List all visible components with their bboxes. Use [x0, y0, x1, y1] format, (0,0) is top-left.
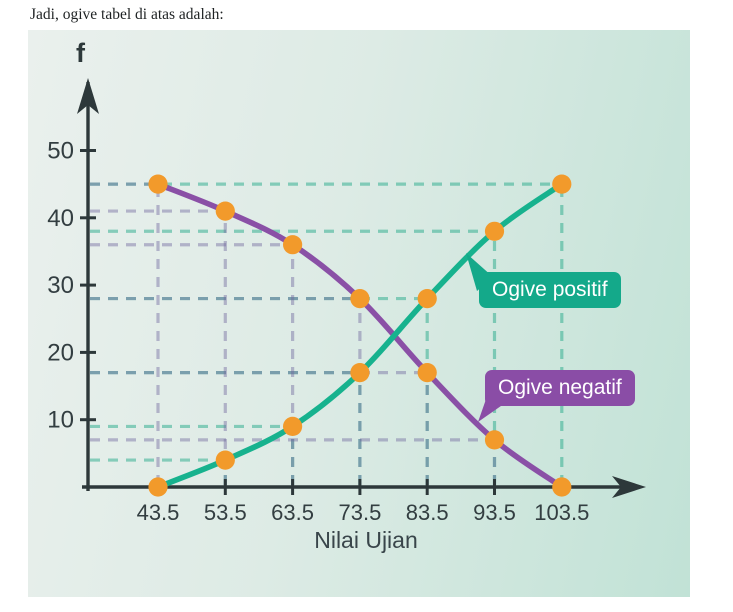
data-point — [484, 221, 505, 241]
ogive-negatif-label-text: Ogive negatif — [498, 376, 622, 399]
data-point — [283, 235, 303, 255]
x-tick-label: 93.5 — [473, 500, 516, 525]
data-point — [148, 477, 168, 497]
ogive-negatif-label-tail — [478, 385, 511, 422]
data-point — [148, 174, 168, 194]
caption-text: Jadi, ogive tabel di atas adalah: — [30, 6, 224, 23]
ogive-positif-label: Ogive positif — [466, 253, 621, 308]
data-point — [215, 450, 235, 470]
data-point — [283, 416, 303, 436]
ogive-negatif-label: Ogive negatif — [478, 370, 635, 422]
ogive-chart: 10 20 30 40 50 43.5 53.5 63.5 73.5 83.5 93.5 103.5 — [47, 78, 646, 525]
data-point — [350, 289, 370, 309]
data-point — [417, 289, 437, 309]
data-point — [417, 363, 437, 383]
y-tick-label: 30 — [47, 272, 74, 299]
x-tick-label: 63.5 — [271, 500, 314, 525]
data-point — [552, 477, 572, 497]
y-axis-arrow — [77, 78, 99, 114]
y-axis-title: f — [76, 38, 85, 68]
ogive-positif-label-text: Ogive positif — [492, 278, 608, 301]
data-point — [484, 430, 505, 450]
y-tick-label: 10 — [47, 407, 74, 434]
data-point — [350, 363, 370, 383]
x-tick-label: 73.5 — [338, 500, 381, 525]
y-tick-label: 20 — [47, 339, 74, 366]
ogive-positif-label-tail — [466, 253, 493, 291]
x-axis-arrow — [612, 476, 646, 498]
chart-panel: 10 20 30 40 50 43.5 53.5 63.5 73.5 83.5 93.5 103.5 … — [28, 30, 690, 597]
data-point — [552, 174, 572, 194]
x-tick-label: 103.5 — [534, 500, 589, 525]
y-tick-label: 40 — [47, 205, 74, 232]
y-tick-label: 50 — [47, 138, 74, 165]
data-point — [215, 201, 235, 221]
x-tick-label: 53.5 — [204, 500, 247, 525]
x-axis-title: Nilai Ujian — [314, 527, 418, 553]
x-tick-label: 83.5 — [406, 500, 449, 525]
x-tick-label: 43.5 — [137, 500, 180, 525]
